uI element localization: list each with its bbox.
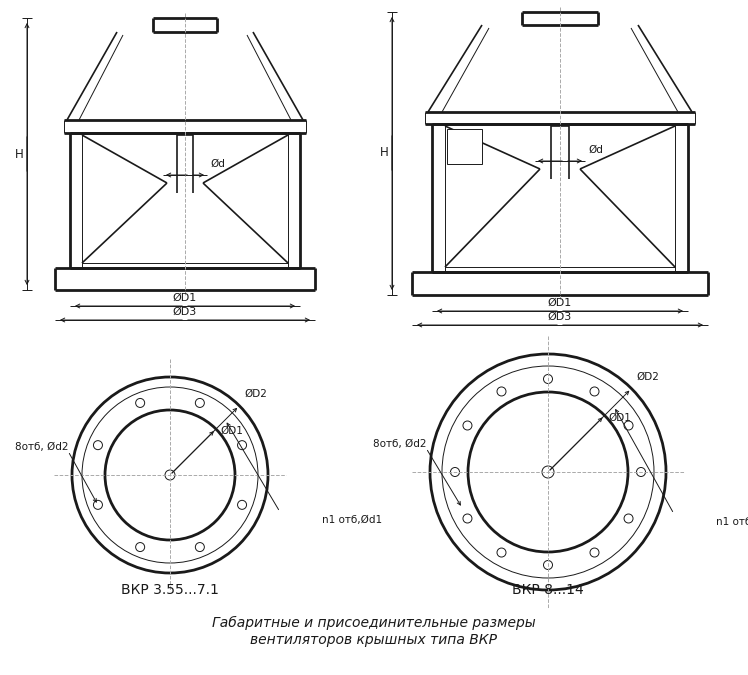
Text: вентиляторов крышных типа ВКР: вентиляторов крышных типа ВКР [251, 633, 497, 647]
Text: ØD3: ØD3 [173, 307, 197, 317]
Text: ØD2: ØD2 [637, 371, 659, 381]
Text: Ød: Ød [210, 159, 225, 169]
Text: ØD1: ØD1 [609, 412, 631, 423]
Text: ØD3: ØD3 [548, 312, 572, 322]
Text: n1 отб,Ød1: n1 отб,Ød1 [716, 517, 748, 527]
Bar [447, 129, 482, 164]
Text: ØD2: ØD2 [245, 389, 267, 399]
Text: 8отб, Ød2: 8отб, Ød2 [15, 442, 69, 452]
Text: Габаритные и присоединительные размеры: Габаритные и присоединительные размеры [212, 616, 536, 630]
Text: ØD1: ØD1 [548, 298, 572, 308]
Text: ØD1: ØD1 [220, 426, 243, 436]
Text: ØD1: ØD1 [173, 293, 197, 303]
Text: ВКР 3.55...7.1: ВКР 3.55...7.1 [121, 583, 219, 597]
Text: n1 отб,Ød1: n1 отб,Ød1 [322, 515, 382, 525]
Text: 8отб, Ød2: 8отб, Ød2 [373, 439, 427, 449]
Text: Ød: Ød [588, 145, 603, 155]
Text: H: H [380, 146, 388, 159]
Polygon shape [82, 135, 167, 183]
Text: ВКР 8...14: ВКР 8...14 [512, 583, 584, 597]
Text: H: H [15, 148, 23, 161]
